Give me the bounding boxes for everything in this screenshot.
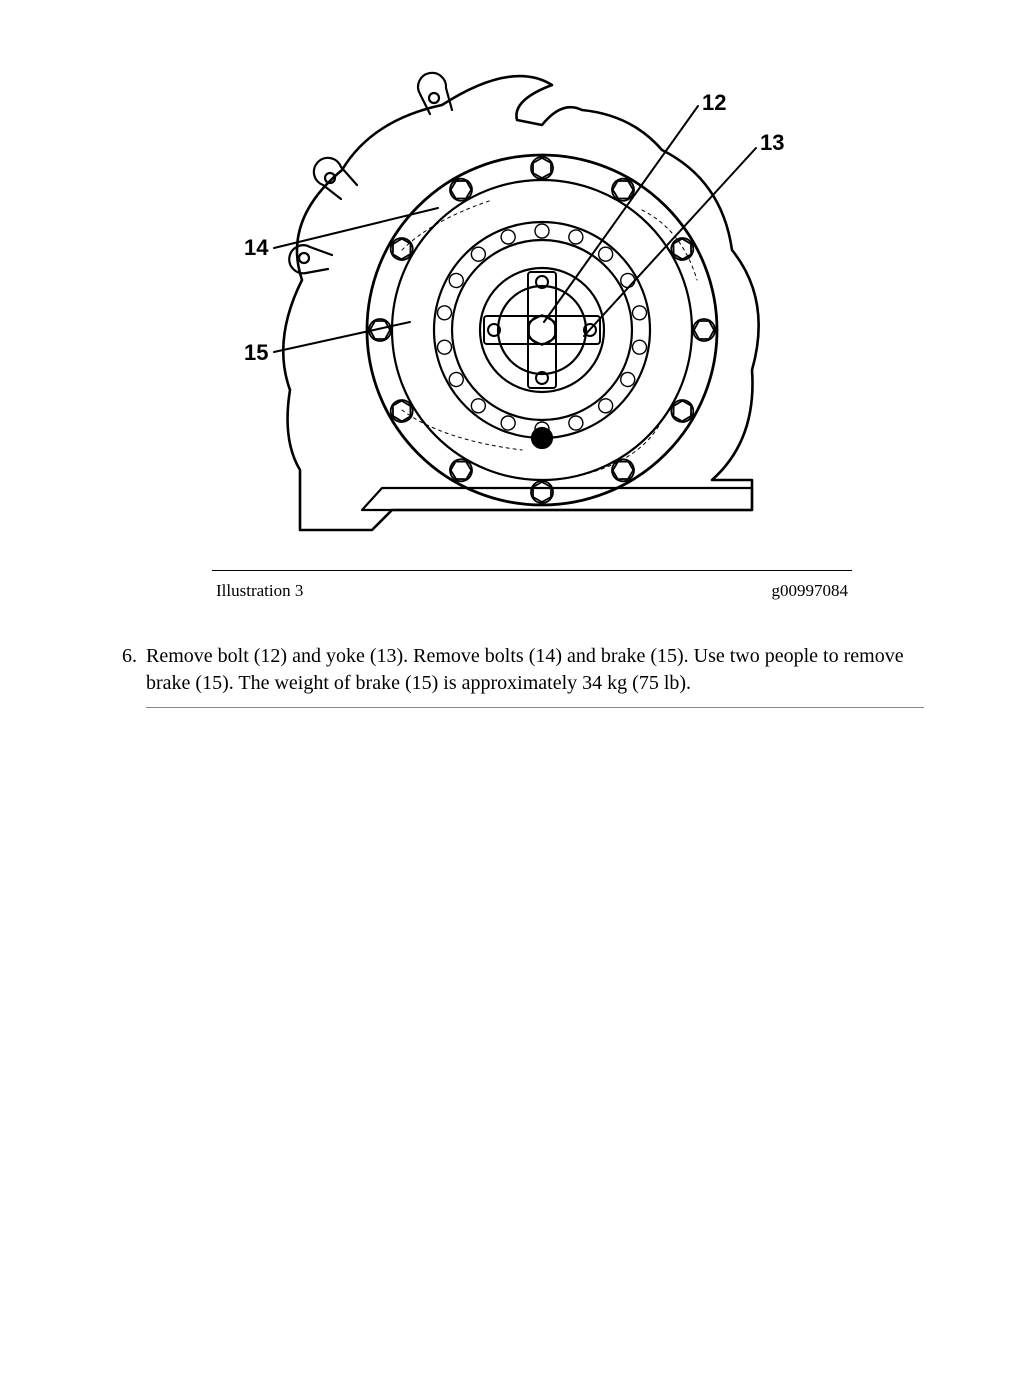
callout-label-14: 14 — [244, 235, 268, 261]
callout-label-15: 15 — [244, 340, 268, 366]
caption-rule — [212, 570, 852, 571]
callout-label-13: 13 — [760, 130, 784, 156]
technical-diagram: 12 13 14 15 — [212, 40, 812, 560]
step-rule — [146, 707, 924, 708]
illustration-id: g00997084 — [772, 581, 849, 601]
procedure-step-6: Remove bolt (12) and yoke (13). Remove b… — [142, 643, 924, 708]
procedure-step-text: Remove bolt (12) and yoke (13). Remove b… — [146, 645, 904, 694]
brake-assembly-svg — [212, 40, 812, 560]
figure-caption: Illustration 3 g00997084 — [212, 570, 852, 607]
procedure-list: Remove bolt (12) and yoke (13). Remove b… — [100, 643, 924, 708]
callout-label-12: 12 — [702, 90, 726, 116]
manual-page: 12 13 14 15 — [0, 0, 1024, 708]
illustration-label: Illustration 3 — [216, 581, 303, 601]
figure-container: 12 13 14 15 — [212, 40, 812, 607]
